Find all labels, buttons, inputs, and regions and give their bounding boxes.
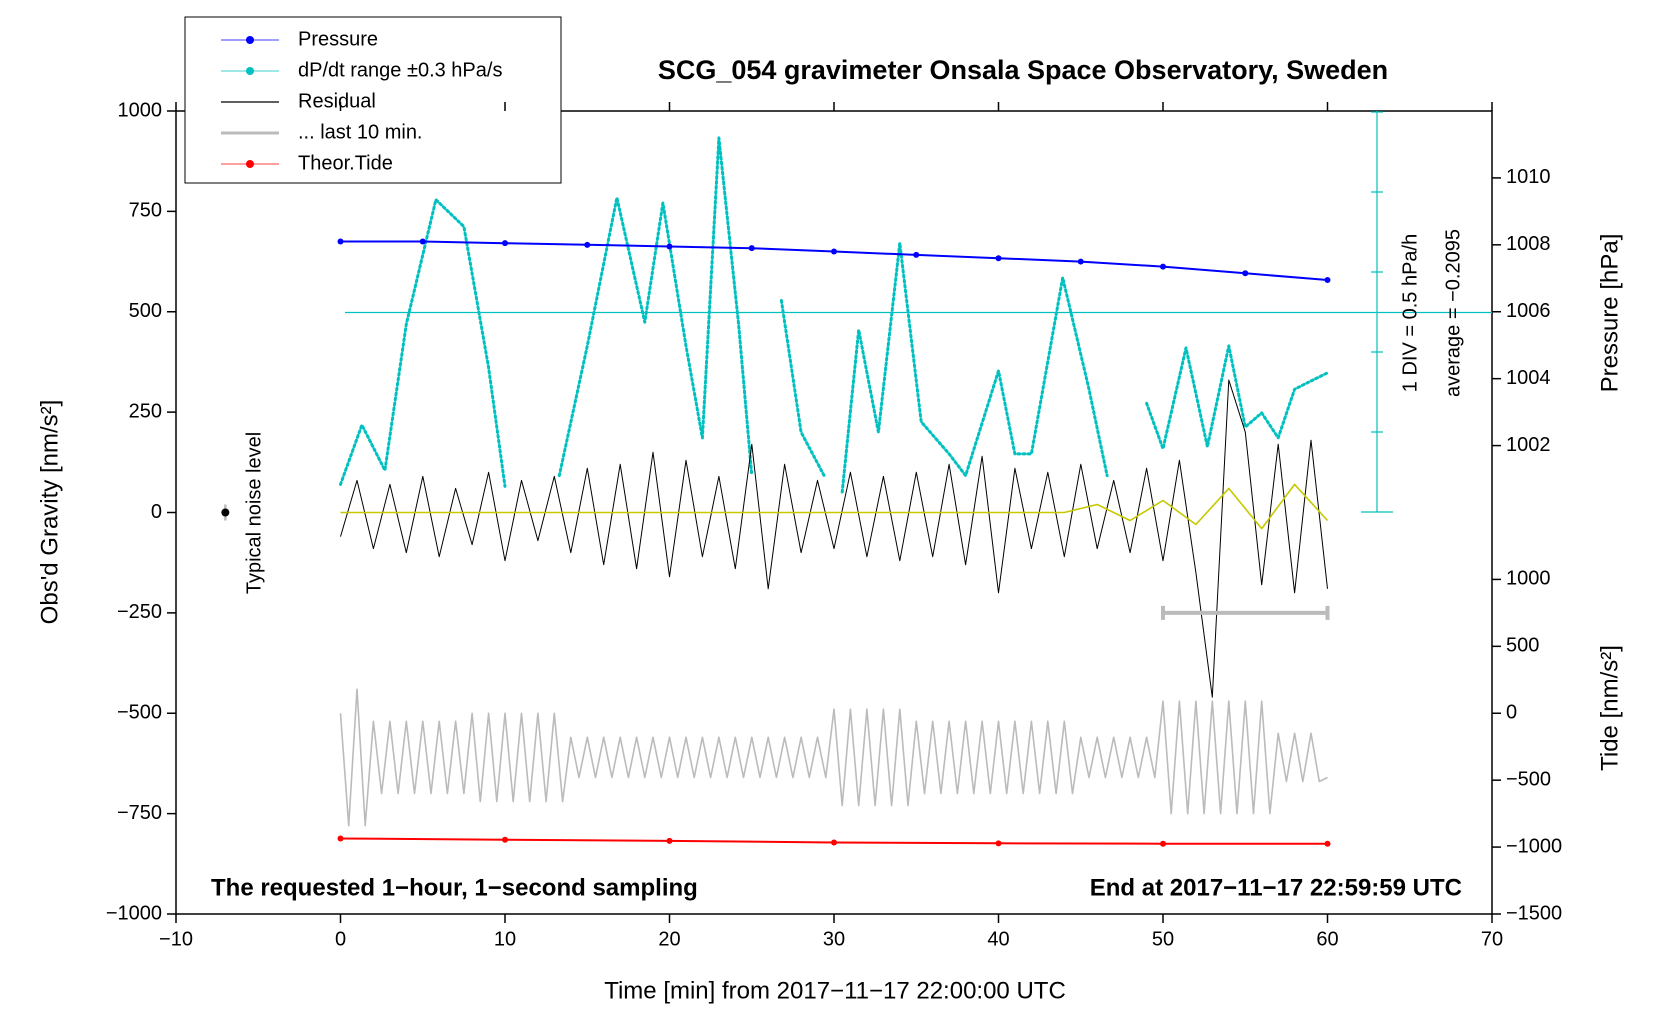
series-point [1160,840,1166,847]
legend-label: Residual [298,90,376,112]
series-point [831,839,837,846]
series-point [748,245,755,252]
y3-tick-label: 1000 [1506,568,1551,590]
y-axis-label: Obs'd Gravity [nm/s²] [36,400,63,625]
x-tick-label: 10 [494,928,516,950]
y-tick-label: 0 [151,501,162,523]
series-point [584,241,591,248]
legend-label: Theor.Tide [298,152,393,174]
legend: Pressure dP/dt range ±0.3 hPa/s Residual..… [184,16,562,184]
x-tick-label: 0 [335,928,346,950]
series-point [502,240,508,247]
y3-tick-label: 500 [1506,635,1539,657]
series-point [337,238,344,245]
annotation: End at 2017−11−17 22:59:59 UTC [1090,874,1462,901]
y2-tick-label: 1002 [1506,434,1551,456]
y-tick-label: 500 [129,300,162,322]
chart-title: SCG_054 gravimeter Onsala Space Observat… [658,55,1388,85]
legend-label: Pressure [298,28,378,50]
legend-label: ... last 10 min. [298,121,423,143]
series-point [831,248,837,255]
x-tick-label: 30 [823,928,845,950]
y2-tick-label: 1004 [1506,367,1551,389]
series-point [666,837,673,844]
noise-point [221,508,230,517]
x-tick-label: 60 [1316,928,1338,950]
series-point [502,836,508,843]
y-tick-label: 250 [129,400,162,422]
noise-label: Typical noise level [243,432,265,594]
series-point [1324,276,1331,283]
series-point [913,251,920,258]
series-point [1160,263,1166,270]
y-tick-label: −500 [117,702,162,724]
y2-axis-label: Pressure [hPa] [1596,234,1623,393]
series-point [666,243,673,250]
y3-axis-label: Tide [nm/s²] [1596,645,1623,771]
x-tick-label: 20 [658,928,680,950]
series-point [337,835,344,842]
series-line [339,688,1328,827]
annotation: The requested 1−hour, 1−second sampling [211,874,698,901]
y3-tick-label: −1000 [1506,835,1562,857]
y3-tick-label: −1500 [1506,902,1562,924]
legend-marker [246,36,254,44]
y3-tick-label: −500 [1506,768,1551,790]
series-point [1324,840,1331,847]
legend-marker [246,160,254,168]
legend-box [184,16,562,184]
series-point [1242,270,1249,277]
rate-scale-ticks [1361,111,1393,513]
series-line [340,483,1329,530]
y3-tick-label: 0 [1506,702,1517,724]
series-line [340,379,1328,698]
x-tick-label: 70 [1481,928,1503,950]
x-tick-label: −10 [159,928,193,950]
legend-marker [246,67,254,75]
y-tick-label: −750 [117,802,162,824]
series-line [339,136,1329,494]
series-point [419,238,426,245]
series-point [1077,258,1084,265]
series-point [995,255,1002,262]
annotation: 1 DIV = 0.5 hPa/h [1399,234,1421,392]
legend-label: dP/dt range ±0.3 hPa/s [298,59,502,81]
y-tick-label: −1000 [106,902,162,924]
x-tick-label: 50 [1152,928,1174,950]
y-tick-label: −250 [117,601,162,623]
x-tick-label: 40 [987,928,1009,950]
y2-tick-label: 1010 [1506,166,1551,188]
annotation: average = −0.2095 [1442,229,1464,397]
marks [221,136,1331,847]
series-point [995,840,1002,847]
y-tick-label: 750 [129,200,162,222]
x-axis-label: Time [min] from 2017−11−17 22:00:00 UTC [604,977,1066,1004]
y2-tick-label: 1006 [1506,300,1551,322]
y-tick-label: 1000 [118,99,163,121]
y2-tick-label: 1008 [1506,233,1551,255]
